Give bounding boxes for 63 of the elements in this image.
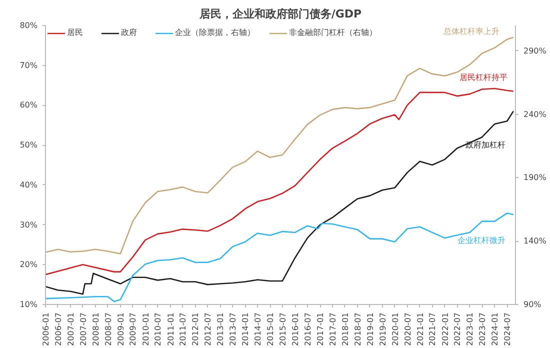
x-tick-label: 2020-01	[390, 312, 400, 346]
x-tick-label: 2019-01	[366, 312, 375, 346]
y2-tick-label: 190%	[524, 173, 547, 182]
y2-tick-label: 290%	[524, 46, 547, 56]
x-tick-label: 2016-01	[291, 312, 300, 346]
y2-tick-label: 240%	[524, 110, 547, 119]
y-tick-label: 50%	[20, 140, 38, 150]
x-tick-label: 2022-07	[453, 312, 462, 346]
x-tick-label: 2017-01	[316, 312, 326, 346]
x-tick-label: 2008-01	[91, 312, 100, 346]
x-tick-label: 2015-07	[278, 312, 288, 346]
line-series	[46, 88, 514, 276]
annotation: 企业杠杆微升	[457, 236, 506, 246]
x-tick-label: 2008-07	[104, 312, 113, 346]
x-tick-label: 2016-07	[303, 312, 312, 346]
legend-label: 政府	[121, 27, 138, 38]
y-tick-label: 20%	[20, 260, 38, 270]
y-tick-label: 10%	[20, 300, 38, 309]
x-tick-label: 2019-07	[378, 312, 388, 346]
x-tick-label: 2007-01	[66, 312, 76, 346]
x-tick-label: 2018-07	[353, 312, 362, 346]
y-tick-label: 60%	[20, 100, 38, 110]
x-tick-label: 2015-01	[266, 312, 276, 346]
x-tick-label: 2006-07	[54, 312, 63, 346]
x-tick-label: 2020-07	[403, 312, 412, 346]
x-tick-label: 2010-01	[141, 312, 150, 346]
line-series	[46, 36, 514, 254]
legend-label: 企业（除票据，右轴）	[175, 27, 255, 38]
x-tick-label: 2013-01	[216, 312, 226, 346]
x-tick-label: 2023-01	[466, 312, 475, 346]
x-tick-label: 2011-01	[166, 312, 176, 346]
chart-title: 居民，企业和政府部门债务/GDP	[198, 8, 362, 20]
y-tick-label: 40%	[20, 180, 38, 190]
x-tick-label: 2018-01	[340, 312, 350, 346]
y2-tick-label: 140%	[524, 236, 547, 246]
x-tick-label: 2017-07	[328, 312, 338, 346]
x-tick-label: 2023-07	[478, 312, 488, 346]
x-tick-label: 2024-01	[490, 312, 500, 346]
y2-tick-label: 90%	[524, 300, 542, 309]
y-tick-label: 70%	[20, 60, 38, 70]
x-tick-label: 2024-07	[503, 312, 512, 346]
x-tick-label: 2011-07	[178, 312, 188, 346]
x-tick-label: 2022-01	[440, 312, 450, 346]
legend-label: 居民	[67, 27, 84, 38]
annotation: 总体杠杆率上升	[442, 26, 500, 36]
x-tick-label: 2021-07	[428, 312, 438, 346]
x-tick-label: 2010-07	[154, 312, 163, 346]
x-tick-label: 2014-01	[241, 312, 250, 346]
x-tick-label: 2006-01	[42, 312, 50, 346]
annotation: 居民杠杆持平	[459, 72, 508, 82]
x-tick-label: 2009-01	[116, 312, 126, 346]
y-tick-label: 30%	[20, 220, 38, 230]
x-tick-label: 2007-07	[78, 312, 88, 346]
line-series	[46, 110, 514, 295]
y-tick-label: 80%	[20, 21, 38, 30]
x-tick-label: 2009-07	[128, 312, 138, 346]
line-series	[46, 212, 514, 302]
x-tick-label: 2013-07	[228, 312, 238, 346]
x-tick-label: 2014-07	[254, 312, 263, 346]
x-tick-label: 2012-01	[191, 312, 200, 346]
x-tick-label: 2021-01	[416, 312, 425, 346]
legend-label: 非金融部门杠杆（右轴）	[289, 27, 377, 38]
x-tick-label: 2012-07	[204, 312, 213, 346]
